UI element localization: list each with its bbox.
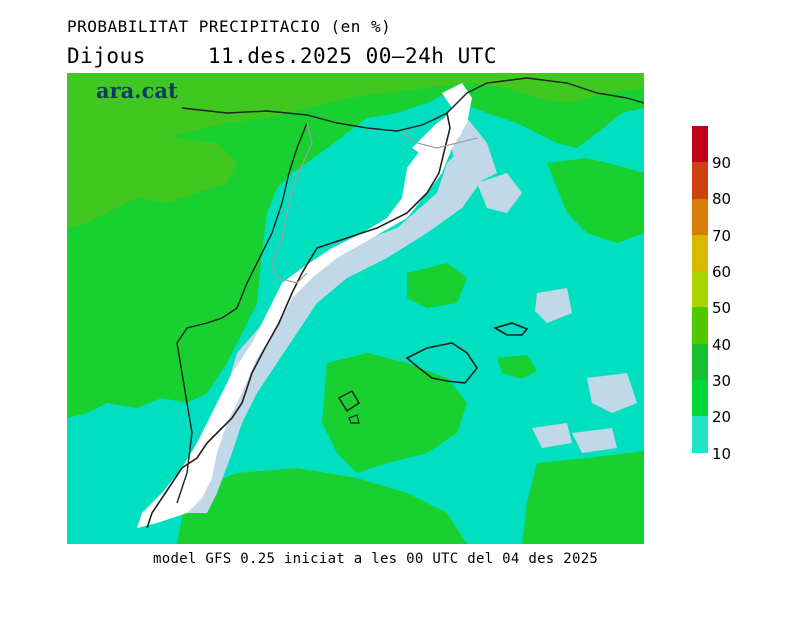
colorbar-label-80: 80 <box>712 190 732 208</box>
green-patch-sea <box>407 263 467 308</box>
colorbar-label-60: 60 <box>712 263 732 281</box>
colorbar-label-20: 20 <box>712 408 732 426</box>
colorbar-segment-40 <box>692 307 708 344</box>
map-title: PROBABILITAT PRECIPITACIO (en %) <box>67 17 392 36</box>
colorbar-label-30: 30 <box>712 372 732 390</box>
colorbar-segment-70 <box>692 198 708 235</box>
green-patch-south <box>177 468 467 544</box>
green-area-top <box>67 73 644 153</box>
lightblue-patch-3 <box>587 373 637 413</box>
day-label: Dijous <box>67 44 146 68</box>
model-footer: model GFS 0.25 iniciat a les 00 UTC del … <box>153 551 599 567</box>
green-area-northwest <box>67 128 237 228</box>
colorbar-segment-80 <box>692 162 708 199</box>
colorbar-label-50: 50 <box>712 299 732 317</box>
border-province <box>271 122 478 284</box>
island-ibiza <box>338 390 360 412</box>
colorbar-label-40: 40 <box>712 336 732 354</box>
colorbar-segment-30 <box>692 343 708 381</box>
colorbar-segment-60 <box>692 234 708 272</box>
lightblue-patch-1 <box>535 288 572 323</box>
colorbar-segment-50 <box>692 271 708 308</box>
coastline-catalonia <box>146 112 451 529</box>
map-subtitle: Dijous 11.des.2025 00—24h UTC <box>67 44 559 68</box>
island-formentera <box>348 414 360 424</box>
island-mallorca <box>405 342 478 384</box>
green-patch-east <box>547 158 644 243</box>
dry-area-coast <box>137 83 472 528</box>
dry-patch-1 <box>572 428 617 453</box>
lightblue-area-coast <box>187 148 487 513</box>
green-patch-southeast <box>522 451 644 544</box>
green-patch-center <box>322 353 467 473</box>
colorbar-label-90: 90 <box>712 154 732 172</box>
lightblue-patch-2 <box>532 423 572 448</box>
aracat-logo: ara.cat <box>96 78 178 103</box>
precipitation-map <box>67 73 644 544</box>
border-pyrenees <box>181 77 644 132</box>
colorbar-segment-90 <box>692 126 708 163</box>
island-menorca <box>492 322 529 336</box>
colorbar-segment-10 <box>692 416 708 453</box>
colorbar-segment-20 <box>692 380 708 417</box>
border-aragon <box>176 122 308 504</box>
colorbar-label-70: 70 <box>712 227 732 245</box>
period-label: 11.des.2025 00—24h UTC <box>207 44 498 68</box>
green-patch-menorca <box>497 355 537 379</box>
colorbar-label-10: 10 <box>712 445 732 463</box>
lightblue-patch-4 <box>477 173 522 213</box>
colorbar <box>692 126 708 453</box>
